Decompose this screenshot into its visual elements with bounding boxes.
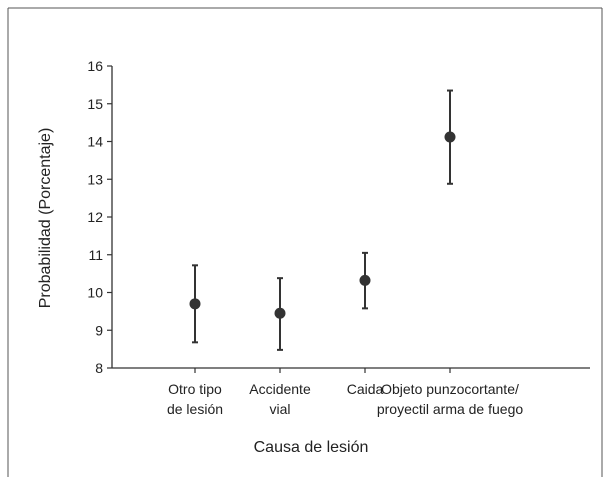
- y-tick-label: 13: [87, 171, 103, 187]
- y-tick-label: 9: [95, 322, 103, 338]
- data-point: [444, 131, 456, 143]
- x-category-label: Objeto punzocortante/: [381, 381, 519, 397]
- x-axis-title: Causa de lesión: [254, 439, 369, 456]
- x-ticks: [194, 368, 451, 373]
- x-category-label: proyectil arma de fuego: [377, 401, 524, 417]
- y-axis-title: Probabilidad (Porcentaje): [37, 128, 54, 309]
- y-tick-label: 11: [88, 247, 103, 263]
- y-tick-label: 10: [87, 285, 103, 301]
- data-point: [359, 274, 371, 286]
- data-point: [189, 298, 201, 310]
- y-tick-label: 14: [87, 134, 103, 150]
- data-points: [189, 131, 456, 319]
- y-ticks: 8 9 10 11 12 13 14 15 16: [87, 58, 112, 376]
- x-category-label: vial: [269, 401, 290, 417]
- category-labels: Otro tipo de lesión Accidente vial CaidaObje…: [167, 381, 523, 417]
- y-tick-label: 8: [95, 360, 103, 376]
- x-category-label: Caida: [347, 381, 384, 397]
- y-tick-label: 16: [87, 58, 103, 74]
- y-tick-label: 15: [87, 96, 103, 112]
- data-point: [274, 307, 286, 319]
- error-bars: [192, 89, 453, 351]
- y-tick-label: 12: [87, 209, 103, 225]
- x-category-label: Accidente: [249, 381, 311, 397]
- x-category-label: Otro tipo: [168, 381, 222, 397]
- x-category-label: de lesión: [167, 401, 223, 417]
